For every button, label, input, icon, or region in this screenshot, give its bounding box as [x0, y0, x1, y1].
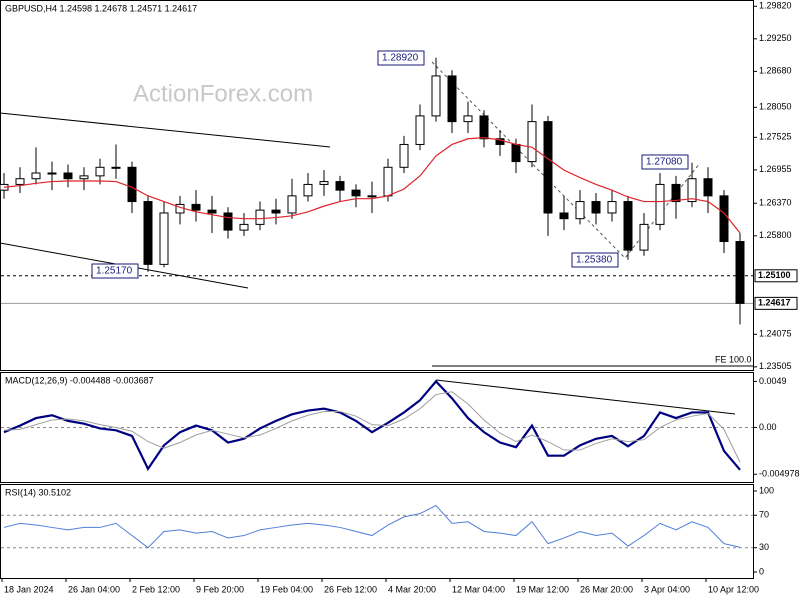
y-tick-label: 1.23505 [759, 361, 792, 371]
candle-body [319, 181, 329, 185]
y-tick-label: 1.26955 [759, 164, 792, 174]
candle-body [15, 178, 25, 185]
trendline [0, 112, 331, 148]
indicator-line [3, 391, 741, 463]
x-tick-label: 26 Feb 12:00 [324, 584, 377, 594]
candle-body [447, 75, 457, 123]
candle-body [95, 166, 105, 177]
candle-body [239, 223, 249, 231]
candle-body [543, 121, 553, 214]
panel-frame [0, 484, 754, 579]
candle-body [607, 201, 617, 214]
candle-body [287, 195, 297, 214]
y-tick-label: 1.25800 [759, 230, 792, 240]
x-tick-label: 19 Feb 04:00 [260, 584, 313, 594]
candle-body [143, 201, 153, 265]
candle-body [511, 143, 521, 163]
candle-body [47, 172, 57, 175]
x-tick-label: 9 Feb 20:00 [196, 584, 244, 594]
candle-body [671, 183, 681, 203]
candle-body [479, 115, 489, 140]
x-tick-label: 12 Mar 04:00 [452, 584, 505, 594]
candle-body [575, 201, 585, 220]
annotation-box [571, 252, 619, 268]
candle-body [559, 212, 569, 220]
annotation-box [641, 154, 689, 170]
candle-body [351, 189, 361, 197]
y-tick-label: 30 [759, 542, 769, 552]
candle-body [623, 201, 633, 251]
annotation: 1.25170 [96, 266, 133, 277]
annotation: 1.28920 [382, 53, 419, 64]
y-tick-label: 1.26370 [759, 198, 792, 208]
candle-body [431, 75, 441, 117]
candle-body [63, 172, 73, 180]
candle-body [191, 203, 201, 211]
x-tick-label: 10 Apr 12:00 [708, 584, 759, 594]
candle-body [127, 166, 137, 203]
candle-body [415, 115, 425, 145]
candle-body [207, 209, 217, 214]
annotation-box [377, 50, 425, 66]
candle-body [655, 183, 665, 225]
candle-body [735, 241, 745, 304]
annotation: 1.25380 [576, 255, 613, 266]
y-tick-label: -0.004978 [759, 469, 800, 479]
y-tick-label: 0.0049 [759, 376, 787, 386]
x-tick-label: 26 Jan 04:00 [68, 584, 120, 594]
candle-body [271, 209, 281, 214]
panel-title: RSI(14) 30.5102 [5, 487, 71, 497]
candle-body [111, 166, 121, 169]
candle-body [639, 223, 649, 251]
x-tick-label: 2 Feb 12:00 [132, 584, 180, 594]
x-tick-label: 4 Mar 20:00 [388, 584, 436, 594]
candle-body [255, 209, 265, 225]
candle-body [719, 195, 729, 243]
moving-average [3, 137, 741, 234]
y-tick-label: 1.27525 [759, 132, 792, 142]
annotation: FE 100.0 [715, 354, 752, 364]
x-tick-label: 18 Jan 2024 [4, 584, 54, 594]
y-tick-label: 0 [759, 566, 764, 576]
panel-title: MACD(12,26,9) -0.004488 -0.003687 [5, 375, 154, 385]
candle-body [527, 121, 537, 163]
candle-body [463, 115, 473, 123]
candle-body [591, 201, 601, 214]
price-label: 1.25100 [758, 270, 791, 280]
candle-body [31, 172, 41, 180]
watermark: ActionForex.com [133, 80, 313, 107]
candle-body [367, 195, 377, 198]
price-label-box [754, 269, 798, 283]
x-tick-label: 19 Mar 12:00 [516, 584, 569, 594]
annotation: 1.27080 [646, 157, 683, 168]
x-tick-label: 3 Apr 04:00 [644, 584, 690, 594]
candle-body [79, 175, 89, 180]
price-label-box [754, 296, 798, 310]
panel-title: GBPUSD,H4 1.24598 1.24678 1.24571 1.2461… [5, 3, 197, 13]
y-tick-label: 100 [759, 485, 774, 495]
y-tick-label: 1.24075 [759, 329, 792, 339]
y-tick-label: 1.29250 [759, 33, 792, 43]
candle-body [687, 178, 697, 203]
candle-body [335, 181, 345, 191]
y-tick-label: 70 [759, 510, 769, 520]
y-tick-label: 0.00 [759, 422, 777, 432]
price-label: 1.24617 [758, 298, 791, 308]
y-tick-label: 1.29820 [759, 1, 792, 11]
candle-body [399, 143, 409, 168]
candle-body [223, 212, 233, 231]
candle-body [303, 183, 313, 197]
candle-body [703, 178, 713, 197]
x-tick-label: 26 Mar 20:00 [580, 584, 633, 594]
macd-trendline [435, 379, 736, 415]
candle-body [383, 166, 393, 197]
y-tick-label: 1.28680 [759, 66, 792, 76]
annotation-box [91, 263, 139, 279]
candle-body [159, 212, 169, 265]
indicator-line [3, 504, 741, 549]
y-tick-label: 1.28050 [759, 102, 792, 112]
